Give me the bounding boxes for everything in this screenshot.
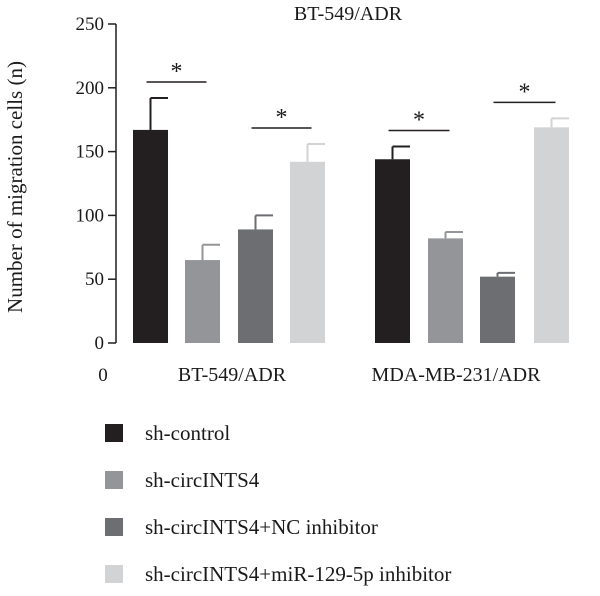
bar: [534, 127, 569, 343]
legend-label: sh-circINTS4: [145, 468, 260, 492]
bar: [185, 260, 220, 343]
y-tick-label: 0: [95, 333, 105, 354]
bar: [290, 161, 325, 343]
y-tick-label: 100: [76, 205, 105, 226]
bars: [133, 97, 569, 343]
y-tick-label: 50: [85, 269, 104, 290]
significance-star: *: [276, 105, 288, 131]
legend-swatch: [105, 471, 123, 489]
chart-title: BT-549/ADR: [294, 3, 403, 25]
bar: [133, 129, 168, 343]
legend-label: sh-control: [145, 421, 230, 445]
y-axis-label: Number of migration cells (n): [3, 61, 27, 313]
legend-label: sh-circINTS4+NC inhibitor: [145, 515, 378, 539]
significance-markers: * * * *: [146, 59, 556, 133]
y-tick-label: 250: [76, 14, 105, 35]
bar: [375, 159, 410, 343]
legend-label: sh-circINTS4+miR-129-5p inhibitor: [145, 562, 451, 586]
y-tick-label: 150: [76, 142, 105, 163]
significance-star: *: [171, 59, 183, 85]
bar: [238, 229, 273, 343]
significance-star: *: [413, 107, 425, 133]
x-category-label: MDA-MB-231/ADR: [372, 364, 542, 386]
x-category-label: BT-549/ADR: [178, 364, 287, 386]
labels: BT-549/ADR Number of migration cells (n)…: [3, 3, 403, 386]
bar: [480, 276, 515, 343]
x-origin-label: 0: [98, 365, 108, 386]
legend-swatch: [105, 518, 123, 536]
bar: [428, 238, 463, 343]
legend-swatch: [105, 424, 123, 442]
legend-swatch: [105, 565, 123, 583]
significance-star: *: [519, 79, 531, 105]
y-tick-label: 200: [76, 78, 105, 99]
legend: sh-control sh-circINTS4 sh-circINTS4+NC in…: [105, 421, 451, 586]
axes: 0 50 100 150 200 250 BT-549/ADR MDA-MB-231/ADR: [76, 14, 542, 386]
